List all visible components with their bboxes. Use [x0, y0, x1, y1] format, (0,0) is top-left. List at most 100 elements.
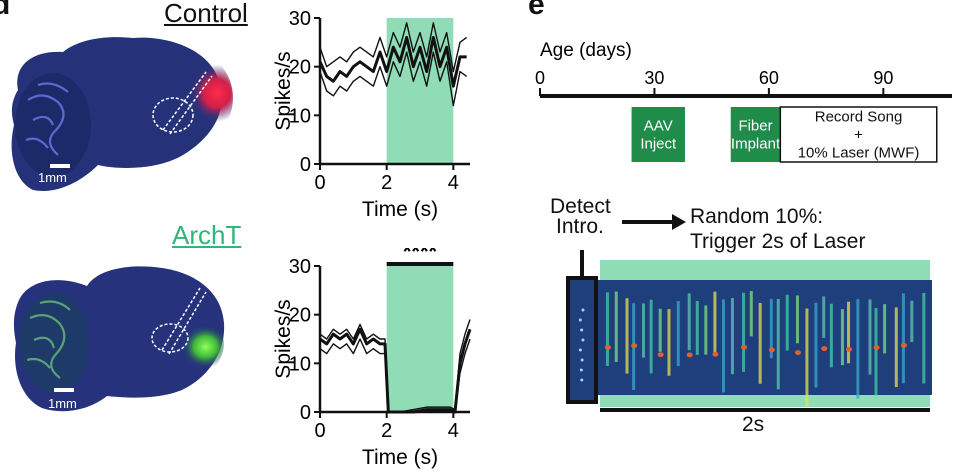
control-ytick-label: 0 — [300, 154, 311, 176]
control-ytick-label: 20 — [289, 57, 311, 79]
archt-ytick-label: 20 — [289, 305, 311, 327]
spectrogram-hotspot — [821, 346, 828, 352]
spectrogram-background — [598, 280, 932, 395]
spectrogram-syllable — [676, 301, 680, 367]
spectrogram-syllable — [641, 303, 645, 358]
spectrogram-syllable — [910, 300, 914, 343]
spectrogram-hotspot — [657, 352, 664, 358]
archt-brain-image — [13, 266, 225, 412]
spectrogram-hotspot — [631, 343, 638, 349]
spectrogram-syllable — [749, 290, 753, 337]
control-ylabel: Spikes/s — [272, 51, 295, 130]
control-brain-image — [11, 37, 233, 191]
archt-xtick-label: 2 — [381, 420, 392, 442]
spectrogram-syllable — [814, 302, 818, 388]
control-label: Control — [164, 0, 248, 28]
spectrogram-syllable — [868, 299, 872, 375]
spectrogram-syllable — [840, 309, 844, 366]
intro-syllable — [580, 358, 584, 362]
trigger-label: Trigger 2s of Laser — [690, 230, 866, 253]
spectrogram-syllable — [795, 295, 799, 344]
control-xtick-label: 4 — [448, 172, 459, 194]
timeline-tick-label: 30 — [644, 68, 664, 88]
timeline-box-label: + — [854, 127, 863, 144]
control-xlabel: Time (s) — [362, 198, 438, 221]
timeline-box-label: Implant — [731, 136, 781, 153]
intro-label: Intro. — [556, 215, 604, 238]
spectrogram-syllable — [785, 294, 789, 351]
spectrogram-syllable — [730, 298, 734, 375]
timeline-tick-label: 0 — [535, 68, 545, 88]
spectrogram-syllable — [649, 299, 653, 374]
spectrogram-syllable — [758, 302, 762, 384]
spectrogram-syllable — [721, 299, 725, 393]
archt-xtick-label: 0 — [314, 420, 325, 442]
archt-laser-shading — [386, 266, 454, 412]
spectrogram-hotspot — [794, 350, 801, 356]
spectrogram-hotspot — [741, 344, 748, 350]
spectrogram-syllable — [614, 291, 618, 362]
control-scale-bar-label: 1mm — [38, 170, 67, 185]
archt-significance-stars: **** — [403, 248, 438, 264]
spectrogram-syllable — [776, 299, 780, 390]
spectrogram-syllable — [667, 309, 671, 376]
spectrogram-hotspot — [604, 344, 611, 350]
archt-ytick-label: 10 — [289, 353, 311, 375]
spectrogram-syllable — [742, 292, 746, 372]
archt-xtick-label: 4 — [448, 420, 459, 442]
timeline-box-2 — [730, 107, 781, 162]
intro-syllable — [578, 348, 582, 352]
spectrogram-syllable — [805, 308, 809, 407]
control-xtick-label: 0 — [314, 172, 325, 194]
spectrogram-hotspot — [873, 345, 880, 351]
timeline-tick-label: 60 — [759, 68, 779, 88]
spectrogram-syllable — [874, 307, 878, 396]
panel-letter-d: d — [0, 0, 11, 21]
timeline-box-label: Record Song — [815, 109, 903, 126]
intro-syllable — [580, 378, 584, 382]
spectrogram-syllable — [856, 299, 860, 399]
detect-label: Detect — [550, 195, 611, 218]
spectrogram-syllable — [704, 305, 708, 355]
song-spectrogram — [566, 250, 932, 412]
spectrogram-syllable — [713, 291, 717, 353]
spectrogram-syllable — [847, 301, 851, 364]
timeline-box-1 — [631, 107, 685, 162]
control-ytick-label: 30 — [289, 8, 311, 30]
spectrogram-hotspot — [712, 351, 719, 357]
intro-syllable — [581, 338, 585, 342]
spectrogram-syllable — [605, 292, 609, 366]
spectrogram-syllable — [625, 298, 629, 374]
spectrogram-hotspot — [686, 352, 693, 358]
timeline-title: Age (days) — [540, 40, 632, 61]
control-xtick-label: 2 — [381, 172, 392, 194]
random-label: Random 10%: — [690, 205, 824, 228]
archt-firing-rate-chart: 0 10 20 30 0 2 4 Spikes/s Time (s) **** — [272, 248, 472, 469]
archt-xlabel: Time (s) — [362, 446, 438, 469]
spectrogram-hotspot — [768, 347, 775, 353]
spectrogram-syllable — [829, 303, 833, 368]
spectrogram-syllable — [883, 304, 887, 354]
spectrogram-syllable — [769, 298, 773, 359]
panel-letter-e: e — [528, 0, 545, 21]
archt-ytick-label: 0 — [300, 402, 311, 424]
control-series-mean — [318, 35, 467, 88]
control-series-lower — [319, 51, 468, 107]
control-firing-rate-chart: 0 10 20 30 0 2 4 Spikes/s Time (s) — [272, 8, 470, 221]
timeline-box-label: AAV — [644, 118, 673, 135]
timeline-tick-label: 90 — [873, 68, 893, 88]
control-series-upper — [319, 22, 468, 73]
trigger-arrow-icon — [622, 214, 686, 230]
archt-series-lower — [319, 338, 471, 413]
timeline-box-label: Inject — [640, 136, 677, 153]
spectrogram-syllable — [901, 293, 905, 384]
timeline-box-label: 10% Laser (MWF) — [798, 145, 920, 162]
laser-band-top — [600, 260, 930, 280]
spectrogram-syllable — [922, 292, 926, 384]
archt-series-mean — [319, 327, 472, 414]
intro-syllable — [579, 368, 583, 372]
intro-syllable — [578, 318, 582, 322]
spectrogram-syllable — [695, 300, 699, 355]
spectrogram-syllable — [822, 296, 826, 338]
control-ytick-label: 10 — [289, 105, 311, 127]
